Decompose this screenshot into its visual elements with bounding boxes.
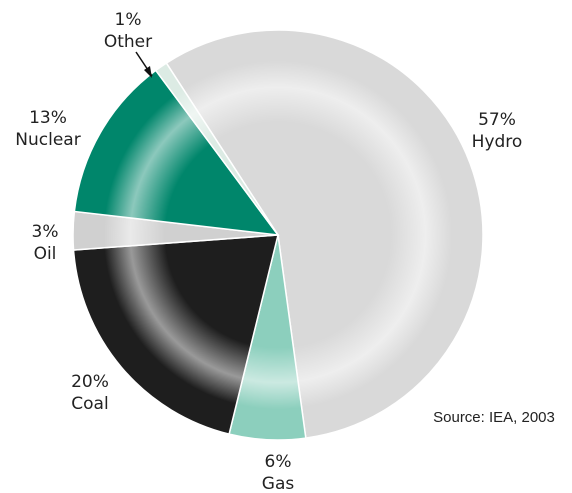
category-label: Oil: [34, 244, 57, 264]
value-label: 13%: [29, 108, 67, 128]
source: Source: IEA, 2003: [433, 409, 555, 426]
value-label: 20%: [71, 372, 109, 392]
pointer-head: [144, 66, 152, 78]
value-label: 1%: [115, 10, 142, 30]
category-label: Gas: [262, 474, 295, 493]
value-label: 57%: [478, 110, 516, 130]
value-label: 6%: [265, 452, 292, 472]
category-label: Coal: [71, 394, 108, 414]
category-label: Nuclear: [15, 130, 80, 150]
category-label: Other: [104, 32, 152, 52]
category-label: Hydro: [472, 132, 523, 152]
value-label: 3%: [32, 222, 59, 242]
